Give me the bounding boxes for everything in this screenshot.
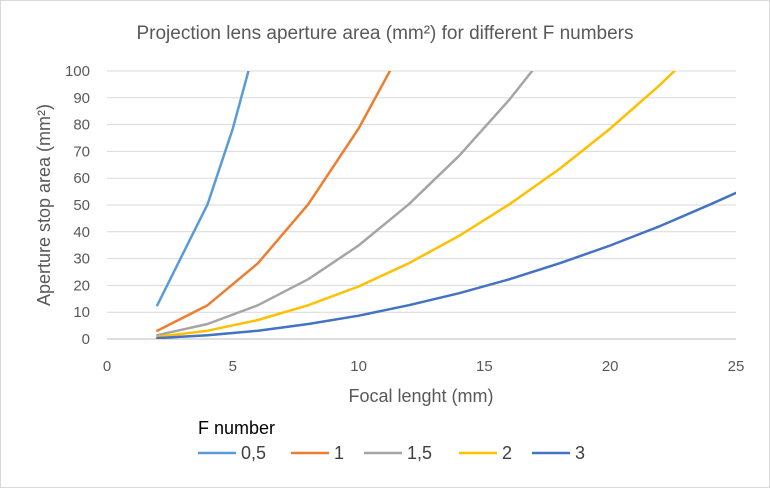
x-tick-label: 5 bbox=[229, 358, 237, 375]
x-axis-label: Focal lenght (mm) bbox=[348, 386, 493, 406]
legend-label: 3 bbox=[575, 443, 585, 463]
chart-title: Projection lens aperture area (mm²) for … bbox=[136, 23, 633, 44]
legend-label: 1 bbox=[334, 443, 344, 463]
series-line-0-5 bbox=[156, 71, 250, 307]
legend-label: 0,5 bbox=[241, 443, 266, 463]
x-tick-label: 20 bbox=[602, 358, 619, 375]
tick-labels: 0 10 20 30 40 50 60 70 80 90 100 0 5 10 15 20 25 bbox=[65, 63, 744, 375]
series-line-1 bbox=[156, 71, 392, 332]
legend: 0,5 1 1,5 2 3 bbox=[198, 443, 585, 463]
series-line-1-5 bbox=[156, 71, 534, 337]
y-tick-label: 60 bbox=[73, 170, 90, 187]
gridlines bbox=[107, 70, 736, 340]
y-tick-label: 70 bbox=[73, 143, 90, 160]
y-tick-label: 90 bbox=[73, 90, 90, 107]
legend-title: F number bbox=[198, 418, 275, 438]
y-tick-label: 50 bbox=[73, 197, 90, 214]
y-tick-label: 0 bbox=[82, 331, 90, 348]
legend-label: 1,5 bbox=[407, 443, 432, 463]
y-tick-label: 100 bbox=[65, 63, 90, 80]
y-tick-label: 30 bbox=[73, 251, 90, 268]
series-line-2 bbox=[156, 71, 677, 339]
legend-label: 2 bbox=[502, 443, 512, 463]
x-tick-label: 10 bbox=[350, 358, 367, 375]
y-tick-label: 40 bbox=[73, 224, 90, 241]
x-tick-label: 0 bbox=[103, 358, 111, 375]
y-tick-label: 80 bbox=[73, 117, 90, 134]
series-group bbox=[156, 71, 736, 339]
y-axis-label: Aperture stop area (mm²) bbox=[34, 104, 54, 306]
series-line-3 bbox=[156, 191, 736, 339]
y-tick-label: 10 bbox=[73, 304, 90, 321]
y-tick-label: 20 bbox=[73, 277, 90, 294]
x-tick-label: 25 bbox=[728, 358, 745, 375]
x-tick-label: 15 bbox=[476, 358, 493, 375]
